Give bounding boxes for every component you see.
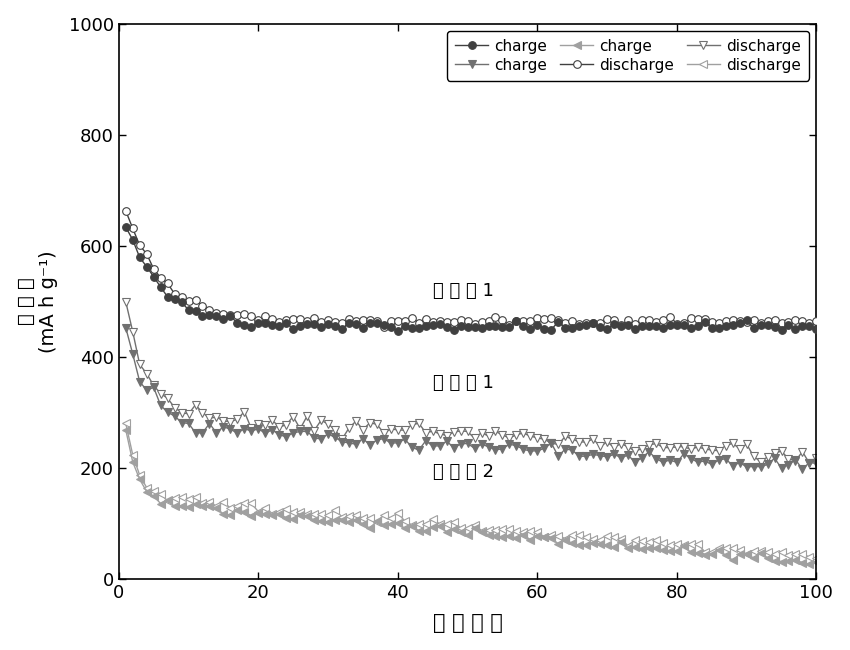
X-axis label: 循 环 次 数: 循 环 次 数 (433, 614, 502, 633)
Y-axis label: 比 容 量
(mA h g⁻¹): 比 容 量 (mA h g⁻¹) (17, 250, 58, 353)
Text: 对 比 例 2: 对 比 例 2 (433, 463, 494, 480)
Text: 对 比 例 1: 对 比 例 1 (433, 374, 494, 392)
Text: 实 施 例 1: 实 施 例 1 (433, 282, 494, 300)
Legend: charge, charge, charge, discharge, discharge, discharge: charge, charge, charge, discharge, disch… (447, 31, 808, 81)
